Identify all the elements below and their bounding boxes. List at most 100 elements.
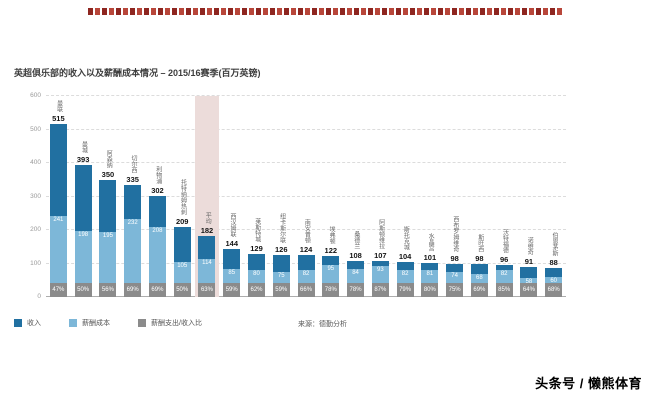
- legend-label: 薪酬支出/收入比: [151, 320, 202, 327]
- revenue-value: 129: [250, 243, 263, 253]
- revenue-segment: [272, 254, 290, 272]
- bar-column: 阿斯顿维拉 107 93 87%: [368, 96, 393, 297]
- club-label: 曼联: [55, 100, 62, 113]
- bar-column: 纽卡斯尔联 126 75 59%: [269, 96, 294, 297]
- revenue-value: 108: [349, 250, 362, 260]
- y-axis-tick-label: 400: [30, 159, 41, 166]
- revenue-value: 122: [324, 246, 338, 256]
- revenue-segment: [74, 165, 92, 231]
- y-axis-tick-label: 100: [30, 259, 41, 267]
- source-note: 来源：德勤分析: [298, 321, 347, 328]
- bar: 74 75%: [446, 264, 464, 297]
- revenue-value: 91: [524, 256, 534, 266]
- ratio-value: 62%: [250, 287, 263, 293]
- bar: 68 69%: [470, 264, 488, 297]
- wages-value: 114: [202, 259, 212, 266]
- chart-title: 英超俱乐部的收入以及薪酬成本情况 – 2015/16赛季(百万英镑): [14, 68, 261, 78]
- ratio-value: 47%: [52, 287, 65, 293]
- revenue-value: 101: [423, 253, 437, 263]
- ratio-value: 63%: [200, 287, 213, 293]
- wages-value: 105: [177, 262, 188, 269]
- revenue-segment: [347, 260, 365, 269]
- revenue-segment: [322, 256, 340, 266]
- ratio-box: 64%: [520, 283, 538, 297]
- revenue-value: 104: [398, 252, 412, 262]
- wages-segment: 82: [396, 269, 414, 283]
- bar: 93 87%: [371, 261, 389, 297]
- ratio-box: 75%: [446, 283, 464, 297]
- legend-label: 收入: [27, 320, 41, 327]
- bar-column-average: 平均 182 114 63%: [194, 96, 220, 297]
- revenue-value: 96: [499, 254, 509, 264]
- wages-segment: 60: [545, 276, 563, 284]
- wages-value: 82: [401, 270, 409, 277]
- bar-column: 沃特福德 96 82 85%: [492, 96, 517, 297]
- ratio-box: 79%: [396, 283, 414, 297]
- club-label: 沃特福德: [501, 228, 508, 253]
- bar: 105 50%: [173, 227, 191, 297]
- club-label: 桑德兰: [352, 230, 359, 249]
- wages-segment: 95: [322, 265, 340, 283]
- revenue-value: 98: [475, 254, 484, 264]
- y-axis-tick-label: 300: [30, 192, 41, 200]
- ratio-value: 75%: [448, 287, 461, 293]
- ratio-value: 56%: [101, 287, 114, 293]
- bar: 58 64%: [520, 266, 538, 297]
- bar: 195 56%: [99, 179, 117, 297]
- ratio-value: 59%: [275, 287, 288, 293]
- revenue-segment: [173, 227, 191, 262]
- revenue-value: 393: [76, 155, 90, 165]
- ratio-value: 69%: [126, 287, 139, 293]
- y-axis-tick-label: 200: [30, 226, 41, 233]
- revenue-value: 107: [374, 251, 387, 261]
- club-label: 托特纳姆热刺: [179, 179, 186, 215]
- wages-value: 60: [550, 277, 558, 284]
- wages-value: 74: [451, 273, 458, 280]
- revenue-segment: [124, 184, 142, 220]
- club-label: 西布罗姆维奇: [451, 216, 458, 253]
- legend: 收入 薪酬成本 薪酬支出/收入比: [14, 318, 230, 328]
- wages-value: 85: [228, 269, 236, 276]
- bar-column: 水晶宫 101 81 80%: [417, 96, 442, 297]
- bar: 241 47%: [49, 124, 67, 297]
- ratio-box: 69%: [124, 283, 142, 297]
- revenue-segment: [446, 264, 464, 273]
- bar-column: 切尔西 335 232 69%: [120, 96, 145, 297]
- wages-segment: 93: [371, 265, 389, 283]
- revenue-segment: [297, 255, 315, 270]
- club-label: 斯旺西: [476, 234, 483, 253]
- ratio-value: 66%: [300, 287, 313, 293]
- bar-column: 托特纳姆热刺 209 105 50%: [170, 96, 195, 297]
- decorative-red-squares-strip: [88, 8, 562, 15]
- wages-value: 198: [78, 231, 89, 238]
- bar: 95 78%: [322, 256, 340, 297]
- bar: 60 68%: [545, 267, 563, 297]
- ratio-box: 56%: [99, 283, 117, 297]
- revenue-segment: [421, 263, 439, 270]
- bar-column: 斯旺西 98 68 69%: [467, 96, 492, 297]
- wages-value: 195: [102, 232, 113, 239]
- revenue-segment: [495, 264, 513, 270]
- bar-column: 埃弗顿 122 95 78%: [318, 96, 343, 297]
- revenue-segment: [371, 261, 389, 266]
- ratio-box: 78%: [322, 283, 340, 297]
- bar: 85 59%: [223, 248, 241, 297]
- wages-segment: 241: [49, 216, 67, 283]
- bar-column: 阿森纳 350 195 56%: [96, 96, 121, 297]
- legend-swatch-icon: [138, 319, 146, 327]
- gridline: [46, 128, 566, 130]
- club-label: 莱斯特城: [253, 217, 260, 242]
- ratio-value: 78%: [349, 287, 362, 293]
- y-axis-tick-label: 600: [30, 92, 41, 99]
- ratio-value: 87%: [374, 287, 387, 293]
- club-label: 埃弗顿: [328, 226, 335, 245]
- bar-column: 莱斯特城 129 80 62%: [244, 96, 269, 297]
- club-label: 纽卡斯尔联: [278, 212, 285, 243]
- ratio-box: 59%: [272, 283, 290, 297]
- ratio-box: 85%: [495, 283, 513, 297]
- bar-column: 曼联 515 241 47%: [46, 96, 71, 297]
- club-label: 平均: [204, 212, 211, 225]
- wages-segment: 80: [248, 270, 265, 283]
- bar: 75 59%: [272, 254, 290, 297]
- revenue-value: 182: [200, 226, 214, 236]
